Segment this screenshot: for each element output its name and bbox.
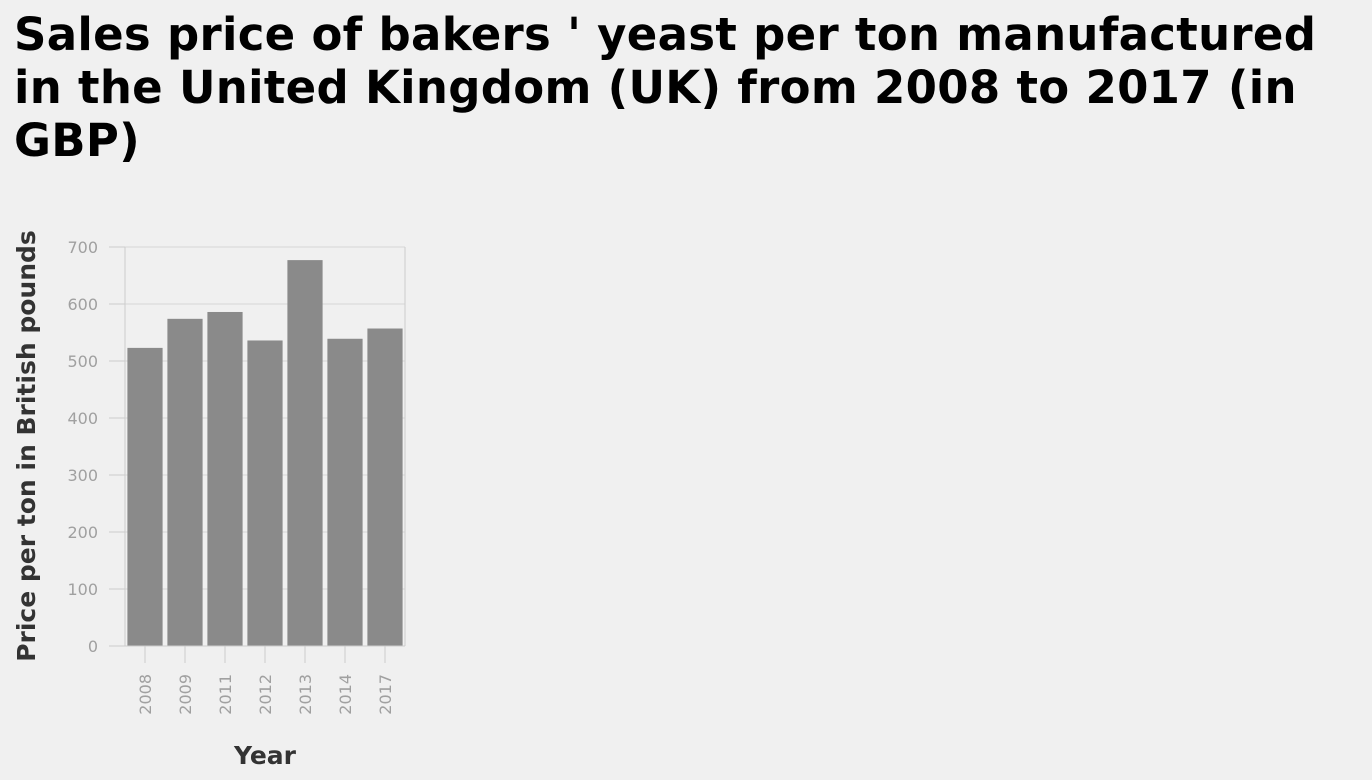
y-tick-label: 0	[88, 637, 98, 656]
y-tick-label: 400	[67, 409, 98, 428]
x-axis-label: Year	[233, 741, 297, 770]
bar-2014	[327, 338, 363, 646]
x-tick-label: 2009	[176, 674, 195, 715]
x-tick-label: 2012	[256, 674, 275, 715]
y-tick-label: 300	[67, 466, 98, 485]
bar-2017	[367, 328, 403, 646]
x-tick-label: 2008	[136, 674, 155, 715]
bar-2011	[207, 311, 243, 646]
bars	[127, 260, 403, 646]
y-tick-label: 100	[67, 580, 98, 599]
y-tick-label: 600	[67, 295, 98, 314]
bar-2009	[167, 318, 203, 646]
x-tick-label: 2014	[336, 674, 355, 715]
x-tick-label: 2017	[376, 674, 395, 715]
bar-2008	[127, 347, 163, 646]
y-tick-label: 200	[67, 523, 98, 542]
bar-2012	[247, 340, 283, 646]
y-tick-label: 700	[67, 238, 98, 257]
x-tick-label: 2011	[216, 674, 235, 715]
y-axis-label: Price per ton in British pounds	[12, 230, 41, 662]
x-tick-label: 2013	[296, 674, 315, 715]
y-tick-label: 500	[67, 352, 98, 371]
chart-title: Sales price of bakers ' yeast per ton ma…	[14, 8, 1317, 167]
bar-2013	[287, 260, 323, 646]
axes: 0 100 200 300 400 500 600 700 2008 2009 2011 2012 20…	[67, 238, 406, 715]
